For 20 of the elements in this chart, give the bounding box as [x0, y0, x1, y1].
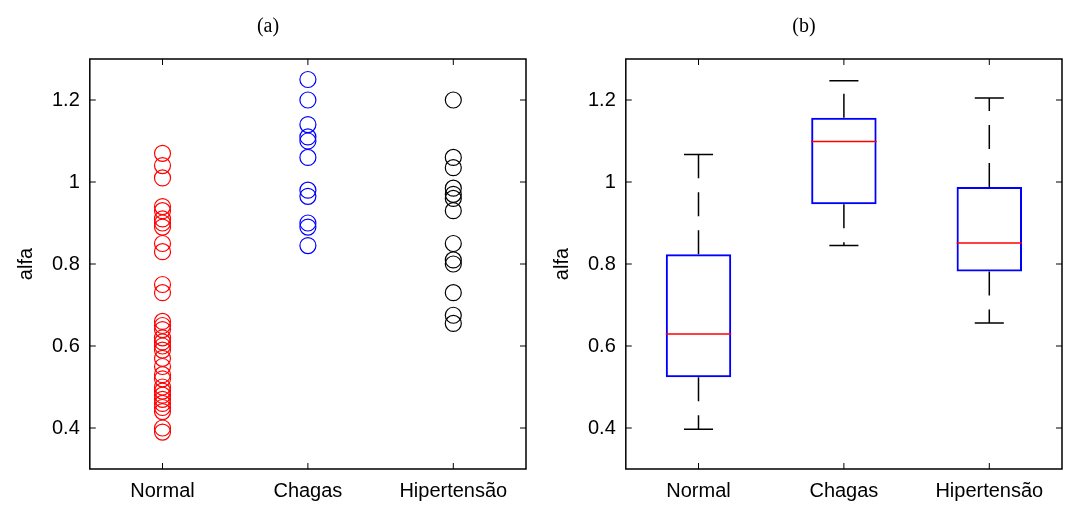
x-tick-label: Normal — [666, 478, 731, 501]
chart-title: (b) — [792, 14, 816, 38]
y-axis-title: alfa — [13, 247, 36, 281]
x-tick-label: Chagas — [809, 478, 879, 501]
y-tick-label: 1 — [68, 169, 80, 192]
y-tick-label: 0.8 — [51, 251, 80, 274]
y-axis-title: alfa — [549, 247, 572, 281]
x-tick-label: Chagas — [273, 478, 343, 501]
chart-title: (a) — [256, 14, 280, 38]
x-tick-label: Normal — [130, 478, 195, 501]
y-tick-label: 1.2 — [51, 87, 80, 110]
y-tick-label: 0.6 — [587, 333, 616, 356]
y-tick-label: 0.4 — [51, 415, 80, 438]
x-tick-label: Hipertensão — [399, 478, 508, 501]
y-tick-label: 1 — [604, 169, 616, 192]
y-tick-label: 0.6 — [51, 333, 80, 356]
x-tick-label: Hipertensão — [935, 478, 1044, 501]
y-tick-label: 0.4 — [587, 415, 616, 438]
y-tick-label: 0.8 — [587, 251, 616, 274]
y-tick-label: 1.2 — [587, 87, 616, 110]
